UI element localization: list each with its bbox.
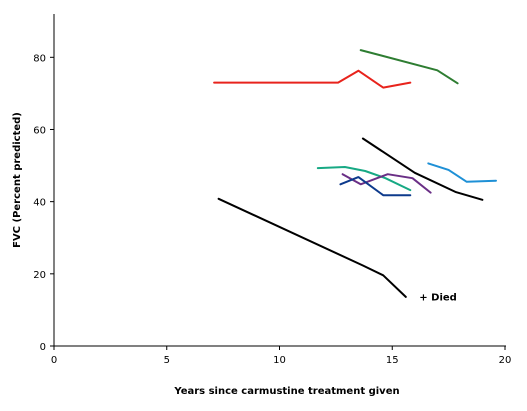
x-tick-label: 20 — [499, 355, 512, 366]
y-tick-label: 40 — [33, 198, 46, 209]
series-line-6 — [341, 173, 432, 194]
ticks: 0 5 10 15 20 0 20 40 60 80 — [33, 53, 511, 366]
y-axis-title: FVC (Percent predicted) — [12, 112, 23, 248]
series-line-5 — [316, 166, 412, 192]
series-line-3 — [361, 137, 484, 201]
x-axis-title: Years since carmustine treatment given — [173, 386, 399, 397]
y-tick-label: 60 — [33, 125, 46, 136]
x-tick-label: 0 — [51, 355, 57, 366]
died-annotation: + Died — [419, 293, 457, 304]
x-tick-label: 10 — [273, 355, 286, 366]
series-line-8 — [217, 197, 407, 298]
series-line-4 — [427, 162, 497, 183]
series — [213, 49, 497, 298]
y-tick-label: 80 — [33, 53, 46, 64]
y-tick-label: 0 — [40, 342, 46, 353]
x-tick-label: 5 — [164, 355, 170, 366]
series-line-2 — [213, 69, 412, 89]
series-line-1 — [359, 49, 459, 85]
series-line-7 — [339, 176, 412, 197]
annotations: + Died — [419, 293, 457, 304]
y-tick-label: 20 — [33, 270, 46, 281]
x-tick-label: 15 — [386, 355, 399, 366]
